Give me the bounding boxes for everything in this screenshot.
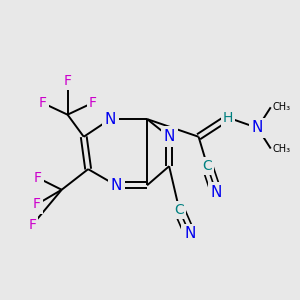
Text: N: N	[110, 178, 122, 193]
Text: N: N	[252, 120, 263, 135]
Text: F: F	[64, 74, 72, 88]
Text: F: F	[88, 96, 97, 110]
Text: N: N	[105, 112, 116, 127]
Text: C: C	[175, 203, 184, 218]
Text: CH₃: CH₃	[272, 102, 290, 112]
Text: N: N	[211, 185, 222, 200]
Text: H: H	[223, 111, 233, 124]
Text: C: C	[202, 159, 212, 173]
Text: F: F	[33, 197, 41, 212]
Text: F: F	[34, 171, 42, 185]
Text: N: N	[164, 129, 175, 144]
Text: F: F	[38, 96, 46, 110]
Text: F: F	[28, 218, 36, 232]
Text: CH₃: CH₃	[272, 143, 290, 154]
Text: N: N	[184, 226, 195, 242]
